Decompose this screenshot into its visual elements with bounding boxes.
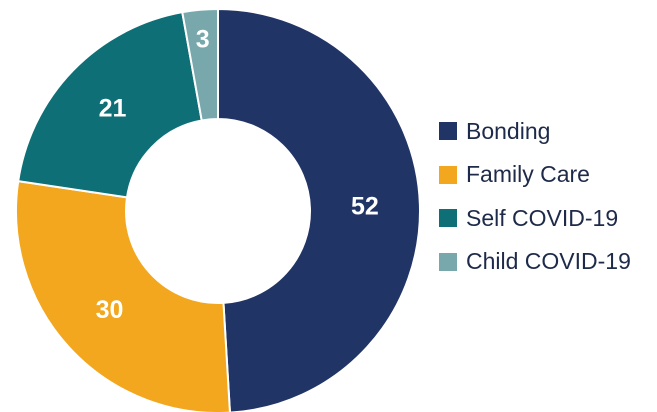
legend-label-bonding: Bonding xyxy=(466,117,551,144)
legend-item-self-covid-19: Self COVID-19 xyxy=(439,203,631,233)
legend-swatch-self-covid-19 xyxy=(439,209,457,227)
legend-label-family-care: Family Care xyxy=(466,161,590,187)
donut-chart: 52 30 21 3 xyxy=(15,7,421,412)
donut-slice-child-covid-19 xyxy=(181,7,219,122)
donut-data-labels: 52 30 21 3 xyxy=(96,26,379,325)
data-label-self-covid-19: 21 xyxy=(99,95,127,123)
donut-slice-family-care xyxy=(15,180,231,412)
donut-slice-bonding xyxy=(217,7,421,412)
legend-swatch-child-covid-19 xyxy=(439,252,457,271)
legend-label-child-covid-19: Child COVID-19 xyxy=(466,248,631,274)
legend-item-bonding: Bonding xyxy=(439,116,631,146)
legend-swatch-family-care xyxy=(439,165,457,184)
legend-item-family-care: Family Care xyxy=(439,160,631,190)
legend-swatch-bonding xyxy=(439,122,457,140)
data-label-family-care: 30 xyxy=(96,296,124,324)
data-label-child-covid-19: 3 xyxy=(196,26,210,54)
legend-item-child-covid-19: Child COVID-19 xyxy=(439,247,631,277)
chart-legend: Bonding Family Care Self COVID-19 Child … xyxy=(439,116,631,290)
data-label-bonding: 52 xyxy=(351,193,379,221)
legend-label-self-covid-19: Self COVID-19 xyxy=(466,204,619,231)
donut-slices xyxy=(15,7,421,412)
donut-slice-self-covid-19 xyxy=(17,11,203,199)
